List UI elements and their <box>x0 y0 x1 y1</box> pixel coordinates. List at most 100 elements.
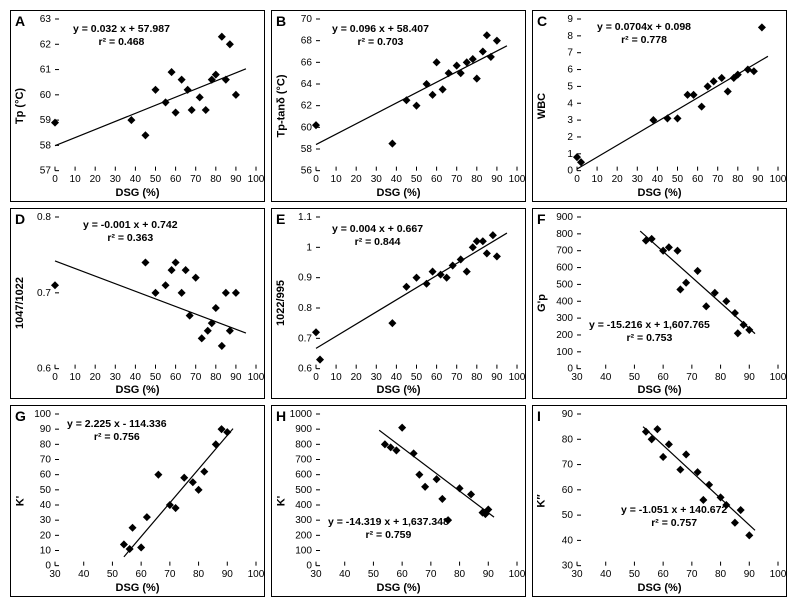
svg-text:40: 40 <box>652 174 664 185</box>
svg-text:50: 50 <box>629 569 641 580</box>
svg-text:1.1: 1.1 <box>298 212 312 223</box>
svg-text:0: 0 <box>313 371 319 382</box>
svg-text:4: 4 <box>567 98 573 109</box>
svg-text:50: 50 <box>40 485 52 496</box>
data-point <box>663 114 671 122</box>
svg-text:60: 60 <box>431 371 443 382</box>
svg-text:50: 50 <box>150 371 162 382</box>
panel-C: CWBCDSG (%)y = 0.0704x + 0.098r² = 0.778… <box>532 10 787 202</box>
svg-text:100: 100 <box>509 174 526 185</box>
data-point <box>642 236 650 244</box>
data-point <box>429 91 437 99</box>
data-point <box>141 258 149 266</box>
data-point <box>180 474 188 482</box>
svg-text:60: 60 <box>692 174 704 185</box>
data-point <box>676 285 684 293</box>
regression-line <box>643 427 755 531</box>
svg-text:90: 90 <box>491 174 503 185</box>
svg-text:0: 0 <box>52 371 58 382</box>
data-point <box>402 282 410 290</box>
svg-text:100: 100 <box>509 371 526 382</box>
svg-text:40: 40 <box>130 371 142 382</box>
svg-text:70: 70 <box>40 455 52 466</box>
plot-svg: 01020304050607080901005658606264666870 <box>316 19 517 171</box>
svg-text:800: 800 <box>295 440 312 451</box>
data-point <box>202 106 210 114</box>
data-point <box>493 252 501 260</box>
svg-text:200: 200 <box>556 330 573 341</box>
svg-text:10: 10 <box>331 174 343 185</box>
data-point <box>704 82 712 90</box>
svg-text:0: 0 <box>313 174 319 185</box>
svg-text:80: 80 <box>193 569 205 580</box>
svg-text:20: 20 <box>351 174 363 185</box>
data-point <box>456 485 464 493</box>
svg-text:300: 300 <box>295 516 312 527</box>
plot-area: 01020304050607080901005658606264666870 <box>316 19 517 171</box>
svg-text:90: 90 <box>222 569 234 580</box>
regression-line <box>316 233 507 348</box>
svg-text:30: 30 <box>40 516 52 527</box>
svg-text:60: 60 <box>397 569 409 580</box>
plot-area: 3040506070809010001002003004005006007008… <box>316 414 517 566</box>
data-point <box>673 114 681 122</box>
svg-text:63: 63 <box>40 14 52 25</box>
data-point <box>232 91 240 99</box>
data-point <box>51 281 59 289</box>
svg-text:8: 8 <box>567 31 573 42</box>
svg-text:60: 60 <box>301 122 313 133</box>
svg-text:10: 10 <box>331 371 343 382</box>
x-axis-label: DSG (%) <box>533 582 786 594</box>
svg-text:60: 60 <box>40 470 52 481</box>
plot-svg: 01020304050607080901000123456789 <box>577 19 778 171</box>
data-point <box>705 481 713 489</box>
svg-text:50: 50 <box>107 569 119 580</box>
svg-text:50: 50 <box>629 371 641 382</box>
panel-I: IK″DSG (%)y = -1.051 x + 140.672r² = 0.7… <box>532 405 787 597</box>
svg-text:0.8: 0.8 <box>298 303 312 314</box>
svg-text:90: 90 <box>491 371 503 382</box>
plot-area: 01020304050607080901000.60.70.8 <box>55 217 256 369</box>
svg-text:0: 0 <box>52 174 58 185</box>
svg-text:100: 100 <box>34 409 51 420</box>
svg-text:7: 7 <box>567 48 573 59</box>
svg-text:80: 80 <box>471 174 483 185</box>
y-axis-label: Tp (°C) <box>13 11 27 201</box>
regression-line <box>55 69 246 146</box>
svg-text:80: 80 <box>471 371 483 382</box>
data-point <box>232 288 240 296</box>
y-axis-label: 1047/1022 <box>13 209 27 399</box>
y-axis-label: 1022/995 <box>274 209 288 399</box>
regression-line <box>124 429 233 557</box>
y-axis-label: Tp-tanδ (°C) <box>274 11 288 201</box>
data-point <box>438 495 446 503</box>
svg-text:3: 3 <box>567 115 573 126</box>
svg-text:1: 1 <box>567 149 573 160</box>
plot-svg: 3040506070809010001002003004005006007008… <box>577 217 778 369</box>
svg-text:0.8: 0.8 <box>37 212 51 223</box>
x-axis-label: DSG (%) <box>11 384 264 396</box>
svg-text:90: 90 <box>744 569 756 580</box>
svg-text:58: 58 <box>301 144 313 155</box>
data-point <box>410 450 418 458</box>
svg-text:900: 900 <box>295 425 312 436</box>
svg-text:10: 10 <box>70 174 82 185</box>
data-point <box>724 87 732 95</box>
panel-D: D1047/1022DSG (%)y = -0.001 x + 0.742r² … <box>10 208 265 400</box>
panel-A: ATp (°C)DSG (%)y = 0.032 x + 57.987r² = … <box>10 10 265 202</box>
svg-text:0: 0 <box>567 363 573 374</box>
x-axis-label: DSG (%) <box>272 582 525 594</box>
plot-area: 304050607080901000102030405060708090100 <box>55 414 256 566</box>
panel-H: HK'DSG (%)y = -14.319 x + 1,637.348r² = … <box>271 405 526 597</box>
svg-text:60: 60 <box>170 371 182 382</box>
svg-text:9: 9 <box>567 14 573 25</box>
data-point <box>469 243 477 251</box>
svg-text:59: 59 <box>40 115 52 126</box>
x-axis-label: DSG (%) <box>11 582 264 594</box>
data-point <box>676 466 684 474</box>
svg-text:100: 100 <box>295 546 312 557</box>
data-point <box>120 541 128 549</box>
data-point <box>433 58 441 66</box>
y-axis-label: K' <box>274 406 288 596</box>
plot-svg: 01020304050607080901000.60.70.80.911.1 <box>316 217 517 369</box>
